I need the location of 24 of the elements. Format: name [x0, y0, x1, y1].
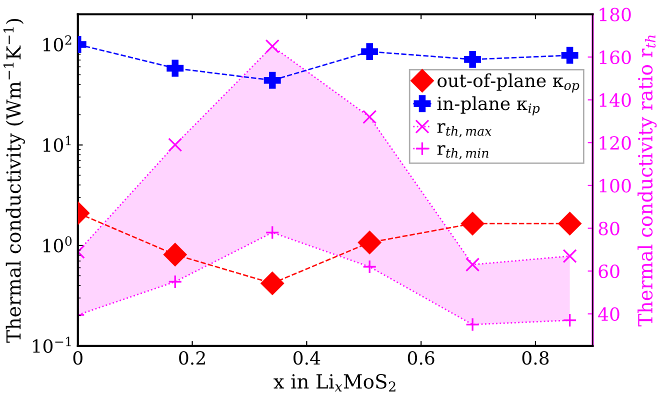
y-tick-label: 10$^{1}$	[43, 136, 71, 152]
y2-tick-label: 100	[600, 178, 631, 193]
y2-tick-label: 60	[598, 264, 620, 278]
y2-tick-label: 140	[600, 93, 631, 107]
y-tick-label: 10$^{2}$	[43, 35, 72, 52]
y-tick-label: 10$^{0}$	[43, 236, 72, 252]
x-tick-label: 0	[73, 351, 82, 365]
y-tick-label: 10$^{−1}$	[32, 336, 71, 353]
x-tick-label: 0.8	[522, 351, 549, 365]
legend-label: r$_{th,min}$	[437, 145, 488, 160]
legend-label: r$_{th,max}$	[437, 123, 492, 138]
y2-tick-label: 120	[600, 136, 631, 150]
y2-tick-label: 180	[600, 8, 631, 22]
x-tick-label: 0.4	[294, 351, 320, 365]
legend-label: in-plane κ$_{ip}$	[437, 96, 540, 116]
y2-tick-label: 80	[598, 222, 620, 236]
y2-axis-title: Thermal conductivity ratio r$_{th}$	[638, 35, 657, 326]
y2-tick-label: 40	[598, 307, 620, 321]
legend-label: out-of-plane κ$_{op}$	[438, 73, 580, 92]
x-tick-label: 0.2	[179, 351, 205, 365]
x-tick-label: 0.6	[408, 351, 434, 365]
y-axis-title: Thermal conductivity (Wm$^{−1}$K$^{−1}$)	[3, 18, 25, 343]
x-axis-title: x in Li$_{x}$MoS$_{2}$	[274, 374, 396, 392]
y2-tick-label: 160	[600, 50, 631, 64]
